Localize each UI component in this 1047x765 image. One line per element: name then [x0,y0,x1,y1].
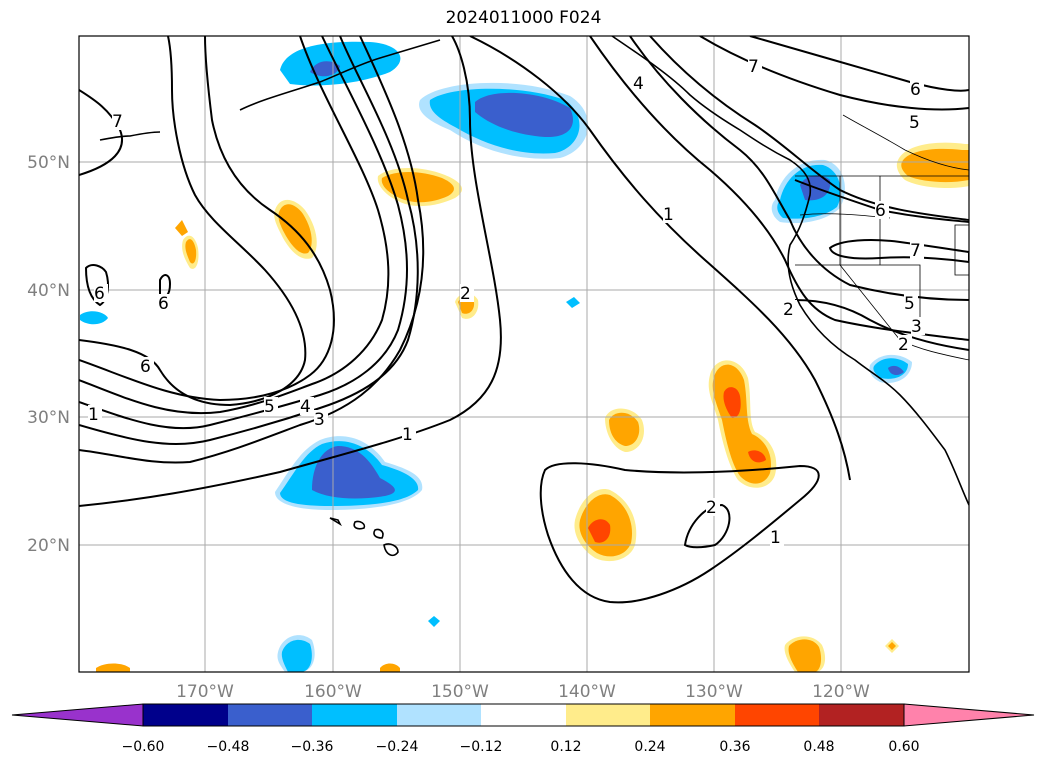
contour-label: 6 [158,294,169,314]
colorbar-bin [143,704,228,726]
colorbar-tick: −0.48 [207,739,250,755]
contour-label: 3 [314,410,325,430]
latitude-labels: 50°N 40°N 30°N 20°N [27,153,70,556]
contour-label: 5 [904,294,915,314]
lon-label-120w: 120°W [812,682,870,702]
contour-label: 2 [460,284,471,304]
lat-label-30n: 30°N [27,408,70,428]
colorbar-bin [819,704,904,726]
colorbar-bin [397,704,481,726]
contour-label: 1 [88,405,99,425]
map-frame [78,35,970,673]
map-title: 2024011000 F024 [445,8,602,28]
colorbar-tick: 0.12 [550,739,581,755]
contour-label: 1 [663,205,674,225]
colorbar-tick: 0.36 [719,739,750,755]
contour-label: 3 [911,317,922,337]
contour-label: 6 [875,201,886,221]
colorbar-bin [228,704,312,726]
colorbar-bin [312,704,397,726]
lat-label-40n: 40°N [27,281,70,301]
lon-label-130w: 130°W [685,682,743,702]
lat-label-20n: 20°N [27,536,70,556]
contour-label: 5 [909,113,920,133]
colorbar-tick: −0.24 [376,739,419,755]
colorbar-tick: −0.36 [291,739,334,755]
contour-label: 2 [706,498,717,518]
contour-labels: 7 6 6 6 5 4 3 2 1 1 4 7 6 5 [88,57,925,548]
lon-label-140w: 140°W [558,682,616,702]
contour-label: 1 [402,425,413,445]
contour-label: 1 [770,528,781,548]
lon-label-150w: 150°W [431,682,489,702]
colorbar-tick: 0.24 [634,739,665,755]
contour-label: 7 [748,57,759,77]
contour-lines [79,36,969,604]
contour-label: 6 [910,80,921,100]
contour-label: 4 [300,397,311,417]
lat-label-50n: 50°N [27,153,70,173]
colorbar-extend-low [11,703,144,727]
contour-label: 7 [112,112,123,132]
contour-label: 2 [783,300,794,320]
colorbar-tick: −0.60 [122,739,165,755]
lon-label-160w: 160°W [304,682,362,702]
contour-label: 7 [910,241,921,261]
contour-label: 6 [140,357,151,377]
contour-label: 5 [264,397,275,417]
contour-label: 2 [898,335,909,355]
colorbar-extend-high [903,703,1035,727]
colorbar-outline [142,703,905,727]
colorbar-tick: −0.12 [460,739,503,755]
colorbar-bin [735,704,819,726]
lon-label-170w: 170°W [176,682,234,702]
contour-label: 6 [94,284,105,304]
colorbar-bin [650,704,735,726]
colorbar-tick: 0.48 [803,739,834,755]
colorbar-tick: 0.60 [888,739,919,755]
colorbar-bin [481,704,566,726]
longitude-labels: 170°W 160°W 150°W 140°W 130°W 120°W [176,682,870,702]
colorbar: −0.60 −0.48 −0.36 −0.24 −0.12 0.12 0.24 … [11,703,1035,755]
colorbar-bin [566,704,650,726]
contour-label: 4 [633,74,644,94]
graticule [79,36,969,672]
coastlines [99,36,969,557]
